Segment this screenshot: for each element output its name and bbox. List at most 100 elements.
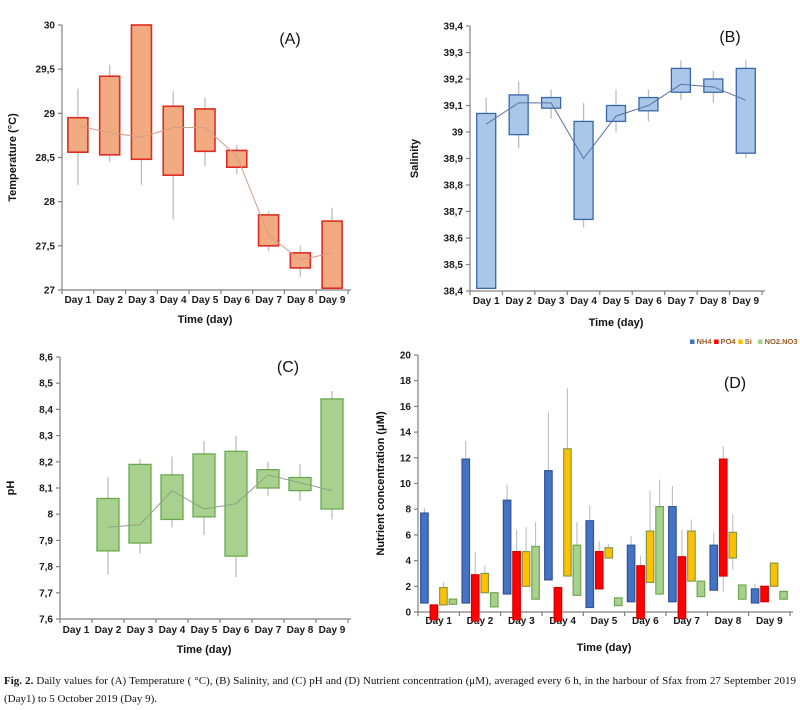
box [160,474,184,521]
box-PO4 [512,551,521,621]
legend-marker-NO2.NO3 [758,339,763,344]
box-NO2.NO3 [613,597,623,607]
box-Si [439,586,448,606]
x-category-label: Day 5 [192,295,219,306]
x-category-label: Day 6 [223,625,250,636]
y-tick-label: 38,8 [444,181,464,192]
y-tick-label: 39,3 [444,48,464,59]
box-series [476,60,756,289]
mean-line [107,474,333,528]
legend-label-NO2.NO3: NO2.NO3 [765,337,798,346]
box-NH4 [668,506,677,603]
caption-label: Fig. 2. [4,675,34,687]
y-tick-label: 27,5 [36,241,56,252]
box-NH4 [750,588,760,604]
legend-label-Si: Si [745,337,752,346]
legend-marker-Si [738,339,743,344]
box [670,67,692,93]
x-category-label: Day 7 [255,625,282,636]
box [638,96,659,112]
y-tick-label: 39,4 [444,22,464,33]
y-tick-label: 8 [47,510,53,521]
box [476,112,497,289]
box-NH4 [709,544,719,591]
x-category-label: Day 4 [159,625,186,636]
x-category-label: Day 5 [603,296,630,307]
y-axis-title: pH [5,481,17,496]
x-category-label: Day 9 [319,625,346,636]
y-tick-label: 38,9 [444,154,464,165]
x-category-label: Day 6 [635,296,662,307]
box-Si [687,530,696,582]
box [735,67,756,154]
panel-letter: (A) [279,31,300,48]
y-tick-label: 39 [452,128,464,139]
box-NH4 [461,458,471,604]
box-Si [604,547,614,559]
box [192,453,216,518]
legend-label-PO4: PO4 [721,337,737,346]
box [98,75,121,156]
box [130,24,153,161]
box [162,105,185,176]
x-category-label: Day 2 [96,295,123,306]
box-series [67,24,343,290]
box [128,463,152,544]
box-NO2.NO3 [779,590,788,600]
x-category-label: Day 3 [127,625,154,636]
x-category-label: Day 5 [591,616,618,627]
y-tick-label: 8,6 [39,353,53,364]
box-NO2.NO3 [531,545,540,600]
mean-line [77,125,333,261]
x-category-label: Day 9 [732,296,759,307]
box-NO2.NO3 [696,580,706,598]
box-NH4 [626,544,636,603]
box-NO2.NO3 [489,592,499,608]
y-axis-title: Nutrient concentration (μM) [375,411,387,556]
chart-panel-d-nutrients: 0 2 4 6 8 10 12 14 16 18 20 Day 1 Day 2 Day 3 Day 4 Day… [375,337,798,654]
y-tick-label: 38,4 [444,287,464,298]
legend-marker-NH4 [690,339,695,344]
panel-letter: (D) [724,375,746,392]
x-category-label: Day 9 [319,295,346,306]
box-Si [728,531,738,559]
chart-panel-b-salinity: 38,4 38,5 38,6 38,7 38,8 38,9 39 39,1 39,2 39,3 39… [409,22,765,329]
x-category-label: Day 8 [287,625,314,636]
legend-marker-PO4 [714,339,719,344]
y-tick-label: 28 [44,197,56,208]
axes: 38,4 38,5 38,6 38,7 38,8 38,9 39 39,1 39,2 39,3 39… [444,22,765,307]
x-category-label: Day 8 [715,616,742,627]
y-tick-label: 14 [400,428,412,439]
box-NH4 [544,470,553,581]
x-category-label: Day 9 [756,616,783,627]
legend-label-NH4: NH4 [697,337,713,346]
axes: 0 2 4 6 8 10 12 14 16 18 20 Day 1 Day 2 Day 3 Day 4 Day… [400,351,793,627]
box-Si [521,551,531,587]
y-tick-label: 8,5 [39,379,53,390]
y-axis-title: Temperature (°C) [7,113,19,202]
box-NO2.NO3 [572,544,582,596]
x-category-label: Day 8 [700,296,727,307]
box-PO4 [429,604,439,621]
x-axis-title: Time (day) [589,317,644,329]
box-PO4 [718,458,728,577]
box [320,398,344,510]
box [703,78,724,93]
y-tick-label: 38,6 [444,234,464,245]
x-category-label: Day 2 [95,625,122,636]
y-tick-label: 2 [405,582,411,593]
box-series [96,391,344,578]
x-category-label: Day 4 [160,295,187,306]
box [573,120,594,221]
legend: NH4 PO4 Si NO2.NO3 [690,337,798,346]
box [508,94,529,136]
chart-panel-c-ph: 7,6 7,7 7,8 7,9 8 8,1 8,2 8,3 8,4 8,5 8,6 Day 1 Day … [5,353,351,656]
y-tick-label: 8,4 [39,405,53,416]
mean-line [485,83,746,160]
x-category-label: Day 7 [255,295,282,306]
y-tick-label: 28,5 [36,153,56,164]
x-category-label: Day 4 [570,296,597,307]
chart-panel-a-temperature: 27 27,5 28 28,5 29 29,5 30 Day 1 Day 2 Day 3 Day 4… [7,21,351,326]
box [288,476,312,492]
x-axis-title: Time (day) [577,642,632,654]
